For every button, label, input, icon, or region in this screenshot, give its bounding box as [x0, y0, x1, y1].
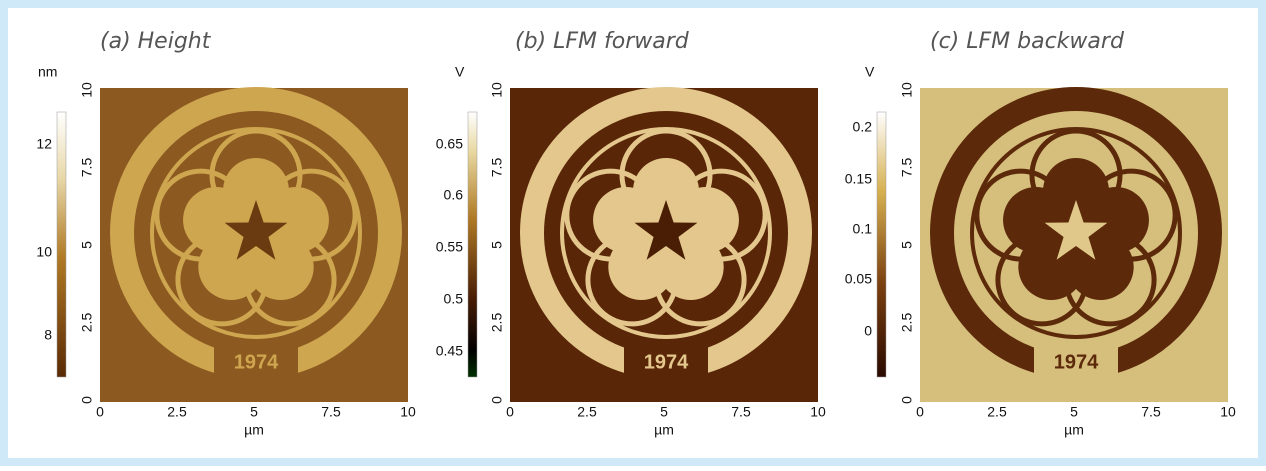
x-axis-label: µm — [654, 422, 674, 438]
x-axis-label: µm — [1064, 422, 1084, 438]
afm-image: 1974 — [920, 88, 1228, 402]
colorbar-unit: V — [455, 64, 465, 80]
y-tick-label: 10 — [489, 82, 505, 98]
y-tick-label: 5 — [489, 241, 505, 249]
colorbar-tick-label: 0.5 — [444, 291, 464, 307]
colorbar-tick-label: 0.65 — [436, 136, 463, 152]
x-tick-label: 2.5 — [987, 404, 1007, 420]
colorbar-unit: V — [865, 64, 875, 80]
x-tick-label: 0 — [916, 404, 924, 420]
y-tick-label: 0 — [899, 396, 915, 404]
image-label: 1974 — [1054, 351, 1099, 373]
x-tick-label: 0 — [96, 404, 104, 420]
petal — [1003, 187, 1069, 253]
colorbar-tick-label: 0.45 — [436, 343, 463, 359]
colorbar-tick-label: 0.2 — [853, 119, 873, 135]
x-tick-label: 10 — [1220, 404, 1236, 420]
page: (a) Heightnm121081974107.552.5002.557.51… — [0, 0, 1266, 466]
afm-image: 1974 — [510, 88, 818, 402]
y-tick-label: 2.5 — [899, 313, 915, 333]
y-tick-label: 7.5 — [899, 158, 915, 178]
panel-title: (b) LFM forward — [515, 29, 690, 54]
colorbar-tick-label: 12 — [36, 136, 52, 152]
x-tick-label: 5 — [250, 404, 258, 420]
x-tick-label: 2.5 — [167, 404, 187, 420]
colorbar-tick-label: 8 — [44, 327, 52, 343]
y-tick-label: 0 — [489, 396, 505, 404]
y-tick-label: 0 — [79, 396, 95, 404]
colorbar — [57, 112, 66, 377]
x-tick-label: 2.5 — [577, 404, 597, 420]
colorbar-tick-label: 0.55 — [436, 239, 463, 255]
y-tick-label: 7.5 — [79, 158, 95, 178]
petal — [183, 187, 249, 253]
image-label: 1974 — [644, 351, 689, 373]
x-tick-label: 10 — [810, 404, 826, 420]
colorbar — [468, 112, 477, 377]
figure: (a) Heightnm121081974107.552.5002.557.51… — [0, 0, 1266, 466]
panel-title: (c) LFM backward — [930, 29, 1125, 54]
colorbar-tick-label: 10 — [36, 244, 52, 260]
y-tick-label: 10 — [79, 82, 95, 98]
x-tick-label: 10 — [400, 404, 416, 420]
colorbar-tick-label: 0.6 — [444, 187, 464, 203]
colorbar-tick-label: 0 — [864, 323, 872, 339]
x-axis-label: µm — [244, 422, 264, 438]
x-tick-label: 7.5 — [321, 404, 341, 420]
panel-title: (a) Height — [100, 29, 212, 54]
colorbar-tick-label: 0.05 — [845, 271, 872, 287]
colorbar-tick-label: 0.1 — [853, 221, 873, 237]
colorbar — [877, 112, 886, 377]
colorbar-unit: nm — [38, 64, 57, 80]
y-tick-label: 7.5 — [489, 158, 505, 178]
afm-image: 1974 — [100, 88, 408, 402]
x-tick-label: 7.5 — [1141, 404, 1161, 420]
x-tick-label: 7.5 — [731, 404, 751, 420]
image-label: 1974 — [234, 351, 279, 373]
petal — [593, 187, 659, 253]
x-tick-label: 5 — [1070, 404, 1078, 420]
y-tick-label: 5 — [899, 241, 915, 249]
y-tick-label: 10 — [899, 82, 915, 98]
colorbar-tick-label: 0.15 — [845, 171, 872, 187]
y-tick-label: 2.5 — [489, 313, 505, 333]
x-tick-label: 5 — [660, 404, 668, 420]
y-tick-label: 5 — [79, 241, 95, 249]
y-tick-label: 2.5 — [79, 313, 95, 333]
x-tick-label: 0 — [506, 404, 514, 420]
